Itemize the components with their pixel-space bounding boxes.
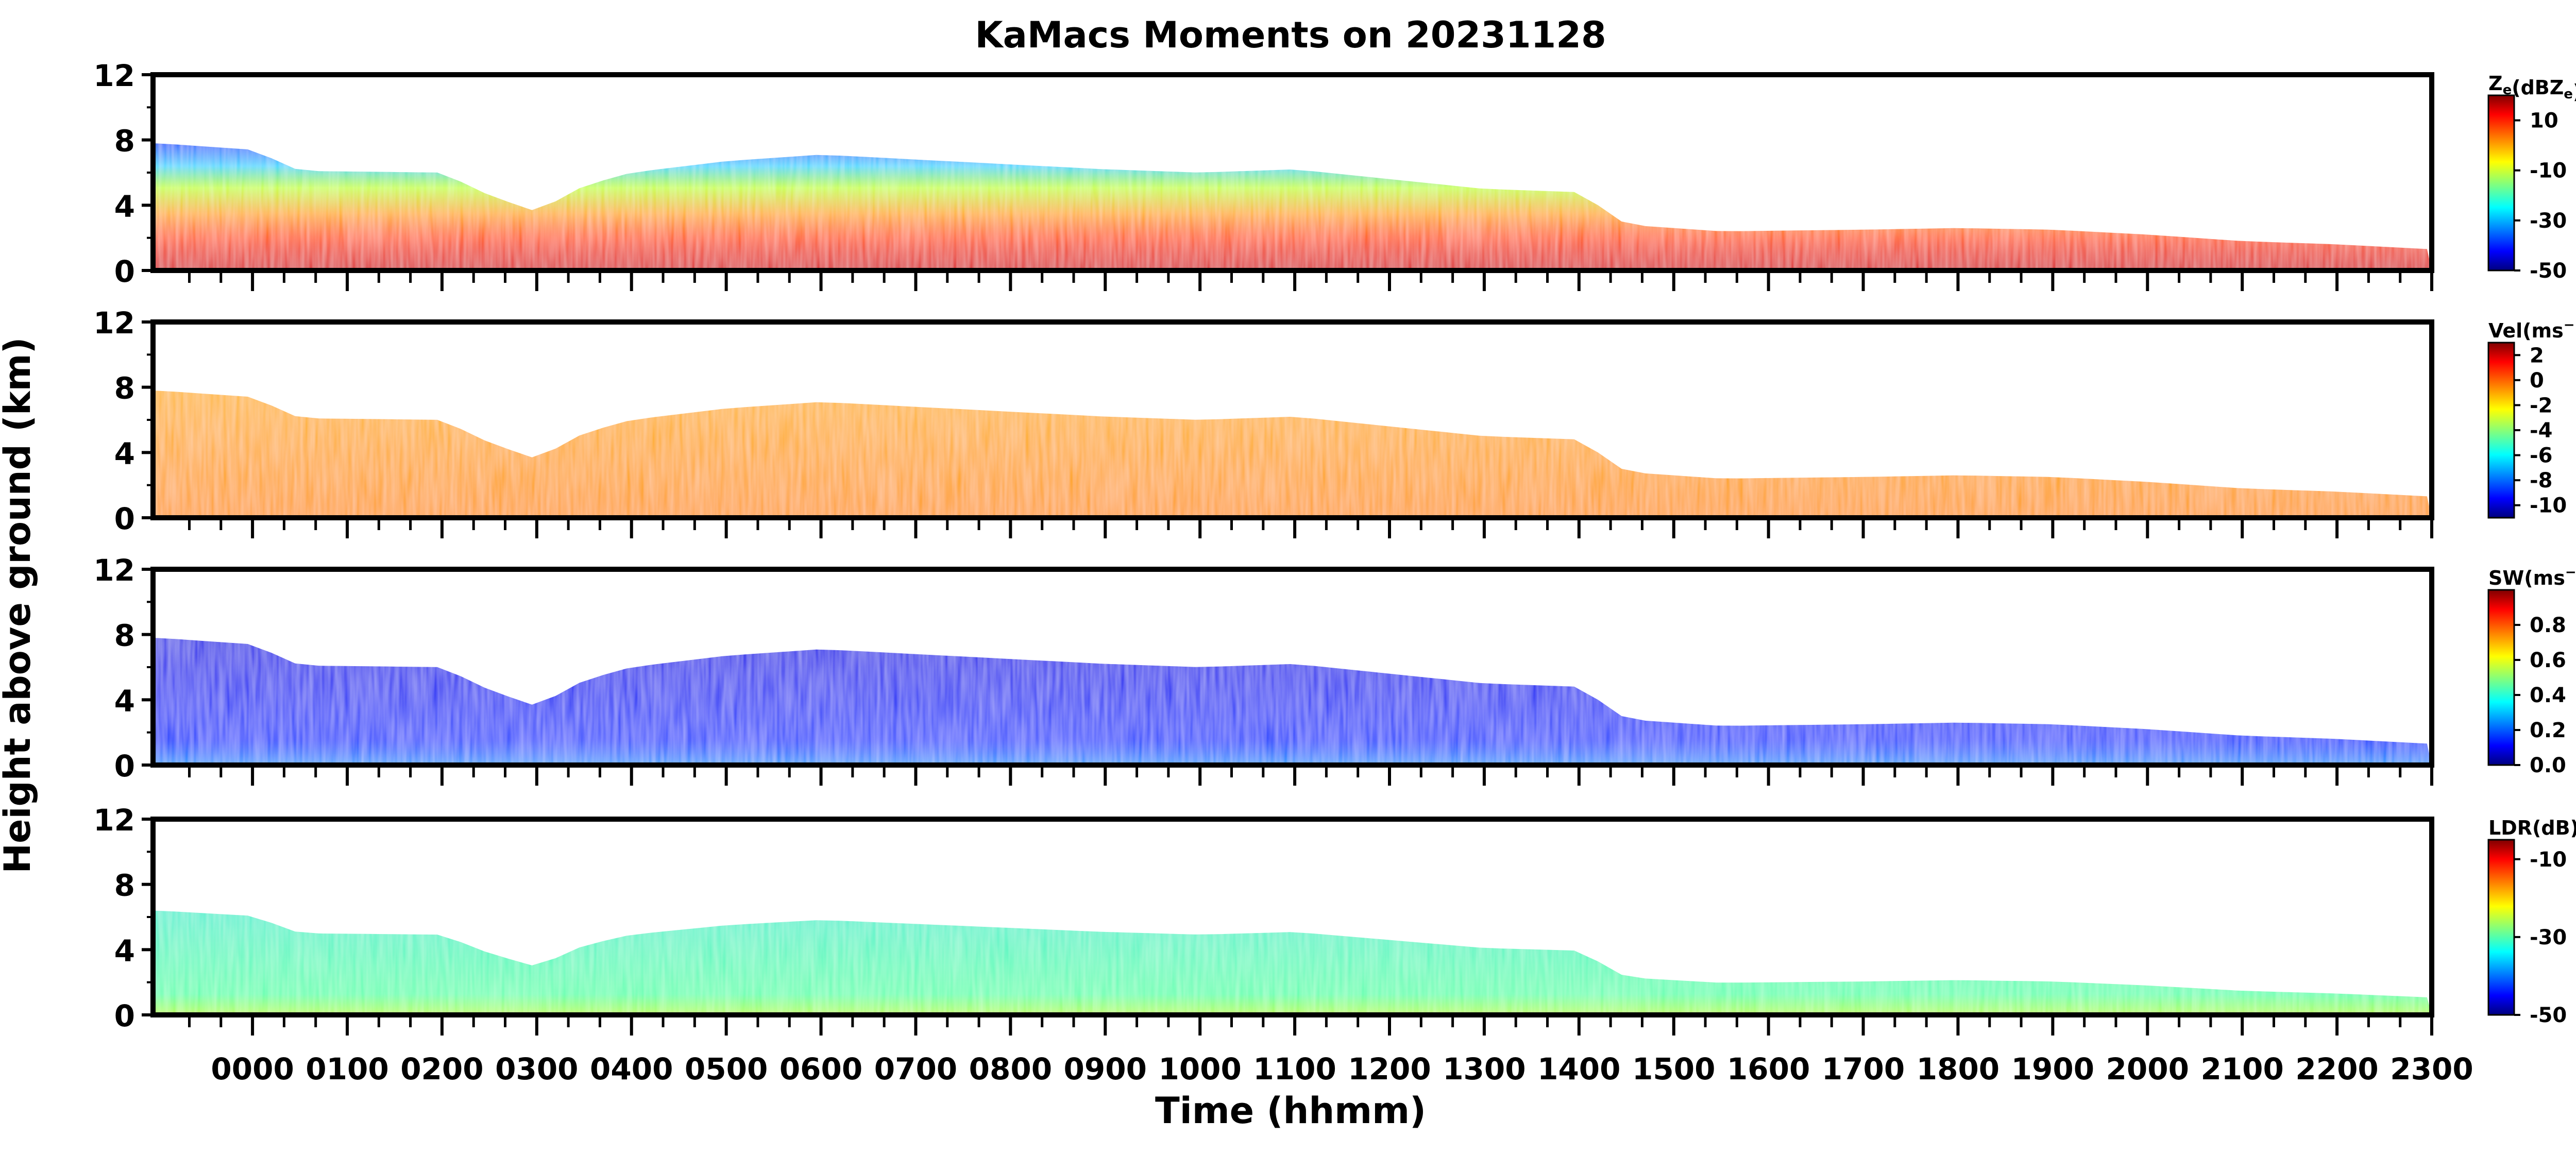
x-axis-label: Time (hhmm) — [1155, 1090, 1426, 1132]
x-tick-label: 0200 — [400, 1051, 483, 1087]
colorbar-vel — [2487, 342, 2515, 519]
y-axis-label: Height above ground (km) — [0, 337, 39, 873]
x-tick-label: 1500 — [1632, 1051, 1715, 1087]
colorbar-tick-label: 0.2 — [2530, 719, 2566, 742]
colorbar-tick-label: 0 — [2530, 369, 2544, 393]
x-tick-label: 1600 — [1727, 1051, 1810, 1087]
x-tick-label: 0400 — [590, 1051, 673, 1087]
panel-sw: 0 4 8 12 SW(ms−1) 0.8 0.6 0.4 0.2 0.0 — [93, 553, 2576, 786]
x-tick-label: 0000 — [211, 1051, 294, 1087]
x-tick-label: 2200 — [2295, 1051, 2378, 1087]
colorbar-sw — [2487, 589, 2515, 766]
y-tick-label: 8 — [114, 868, 135, 903]
x-tick-label: 0800 — [969, 1051, 1052, 1087]
y-tick-label: 0 — [114, 254, 135, 289]
colorbar-tick-label: 0.6 — [2530, 649, 2566, 672]
colorbar-tick-label: 2 — [2530, 344, 2544, 367]
colorbar-title: Ze(dBZe) — [2488, 72, 2576, 103]
colorbar-tick-label: 0.8 — [2530, 614, 2566, 637]
y-tick-label: 0 — [114, 501, 135, 536]
colorbar-tick-label: -30 — [2530, 209, 2567, 233]
y-tick-label: 4 — [114, 436, 135, 471]
echo-area-vel — [153, 391, 2432, 518]
colorbar-ze — [2487, 94, 2515, 271]
echo-area-ldr — [153, 910, 2432, 1015]
colorbar-tick-label: -2 — [2530, 394, 2552, 417]
panels: 04812Ze(dBZe)10-10-30-5004812Vel(ms−1)20… — [93, 58, 2576, 1036]
colorbar-tick-label: 0.0 — [2530, 754, 2566, 777]
y-tick-label: 8 — [114, 371, 135, 406]
x-tick-label: 0700 — [874, 1051, 957, 1087]
x-tick-label: 2000 — [2106, 1051, 2189, 1087]
colorbar-tick-label: -50 — [2530, 1004, 2567, 1027]
colorbar-title: Vel(ms−1) — [2488, 311, 2576, 342]
y-tick-label: 4 — [114, 189, 135, 224]
x-tick-labels: 0000 0100 0200 0300 0400 0500 0600 0700 0800 0900… — [211, 1051, 2473, 1087]
colorbar-tick-label: -10 — [2530, 494, 2567, 518]
colorbar-tick-label: -10 — [2530, 848, 2567, 872]
colorbar-tick-label: 10 — [2530, 109, 2558, 133]
colorbar-tick-label: -4 — [2530, 419, 2552, 443]
echo-area-ze — [153, 143, 2432, 270]
x-tick-label: 1700 — [1822, 1051, 1905, 1087]
x-tick-label: 0100 — [306, 1051, 388, 1087]
x-tick-label: 1400 — [1537, 1051, 1620, 1087]
y-tick-label: 8 — [114, 618, 135, 653]
x-tick-label: 0300 — [495, 1051, 578, 1087]
y-tick-label: 4 — [114, 683, 135, 718]
x-tick-label: 1000 — [1158, 1051, 1241, 1087]
chart-title: KaMacs Moments on 20231128 — [975, 14, 1606, 56]
x-tick-label: 1900 — [2011, 1051, 2094, 1087]
y-tick-label: 12 — [93, 553, 135, 588]
y-tick-label: 0 — [114, 749, 135, 784]
y-tick-label: 12 — [93, 58, 135, 93]
colorbar-tick-label: 0.4 — [2530, 684, 2566, 707]
colorbar-ldr — [2487, 839, 2515, 1016]
x-tick-label: 2300 — [2390, 1051, 2473, 1087]
x-tick-label: 1200 — [1348, 1051, 1431, 1087]
colorbar-title: LDR(dB) — [2488, 817, 2576, 839]
panel-ldr: 0 4 8 12 LDR(dB) -10 -30 -50 — [93, 803, 2576, 1036]
x-tick-label: 0500 — [685, 1051, 768, 1087]
x-tick-label: 0900 — [1064, 1051, 1147, 1087]
y-tick-label: 12 — [93, 306, 135, 341]
x-tick-label: 0600 — [779, 1051, 862, 1087]
echo-area-sw — [153, 638, 2432, 765]
y-tick-label: 0 — [114, 998, 135, 1033]
colorbar-title: SW(ms−1) — [2488, 558, 2576, 589]
y-tick-label: 4 — [114, 933, 135, 968]
x-tick-label: 1100 — [1253, 1051, 1336, 1087]
x-tick-label: 1800 — [1917, 1051, 1999, 1087]
colorbar-tick-label: -10 — [2530, 159, 2567, 183]
x-tick-label: 1300 — [1443, 1051, 1526, 1087]
panel-ze: 0 4 8 12 Ze(dBZe) 10 -10 -30 -50 — [93, 58, 2576, 291]
colorbar-tick-label: -8 — [2530, 469, 2552, 493]
colorbar-tick-label: -6 — [2530, 444, 2552, 468]
x-tick-label: 2100 — [2200, 1051, 2283, 1087]
y-tick-label: 12 — [93, 803, 135, 838]
colorbar-tick-label: -30 — [2530, 926, 2567, 949]
y-tick-label: 8 — [114, 124, 135, 159]
colorbar-tick-label: -50 — [2530, 259, 2567, 283]
